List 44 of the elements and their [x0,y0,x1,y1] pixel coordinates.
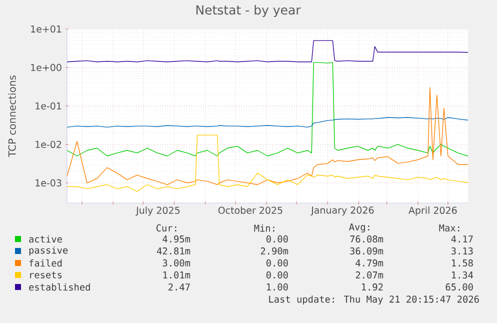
line-series [67,87,468,185]
text: 2.90m [260,247,288,255]
chart-title: Netstat - by year [196,4,301,18]
text: 1.34 [452,271,474,279]
legend-label: established [29,283,90,291]
legend-label: passive [29,246,68,256]
text: 0.00 [266,259,288,267]
text: 1.58 [452,259,473,267]
text: 0.00 [266,235,288,243]
text: 65.00 [446,283,473,291]
text: 1.01m [163,271,190,279]
text: 1.92 [362,283,383,291]
x-tick-label: July 2025 [136,206,180,216]
text: 36.09m [350,247,384,255]
y-tick-label: 1e-03 [36,179,62,186]
text: 4.79m [356,259,384,267]
x-tick-label: October 2025 [218,206,282,214]
text: 0.00 [266,271,288,279]
line-series [67,62,468,157]
y-tick-label: 1e-02 [36,140,62,148]
text: Min: [254,224,274,232]
text: Last update: Thu May 21 20:15:47 2026 [269,295,479,305]
text: Avg: [349,224,370,232]
line-series [67,117,468,128]
x-tick-label: January 2026 [310,206,374,216]
legend-label: failed [29,259,62,267]
text: 76.08m [350,235,384,243]
text: 42.81m [156,247,190,255]
text: 3.00m [162,259,190,267]
text: 3.13 [451,247,473,255]
y-tick-label: 1e+00 [31,64,62,72]
y-tick-label: 1e+01 [31,25,62,33]
text: 2.47 [168,284,190,290]
x-tick-label: April 2026 [408,206,457,216]
text: Max: [439,224,460,232]
legend-label: active [29,235,62,243]
text: 2.07m [356,271,384,279]
text: Cur: [156,224,176,232]
text: 4.95m [162,235,190,243]
y-axis-title: TCP connections [8,75,16,158]
text: 1.00 [266,283,288,291]
text: 4.17 [451,236,473,242]
legend-label: resets [30,272,62,278]
y-tick-label: 1e-01 [36,102,62,110]
